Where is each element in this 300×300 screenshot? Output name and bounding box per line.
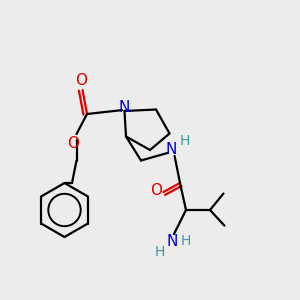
Text: H: H	[180, 234, 190, 248]
Text: N: N	[166, 142, 177, 158]
Text: H: H	[154, 245, 165, 259]
Text: H: H	[179, 134, 190, 148]
Text: O: O	[68, 136, 80, 151]
Text: N: N	[167, 234, 178, 249]
Text: N: N	[119, 100, 130, 116]
Text: O: O	[75, 73, 87, 88]
Text: O: O	[150, 183, 162, 198]
